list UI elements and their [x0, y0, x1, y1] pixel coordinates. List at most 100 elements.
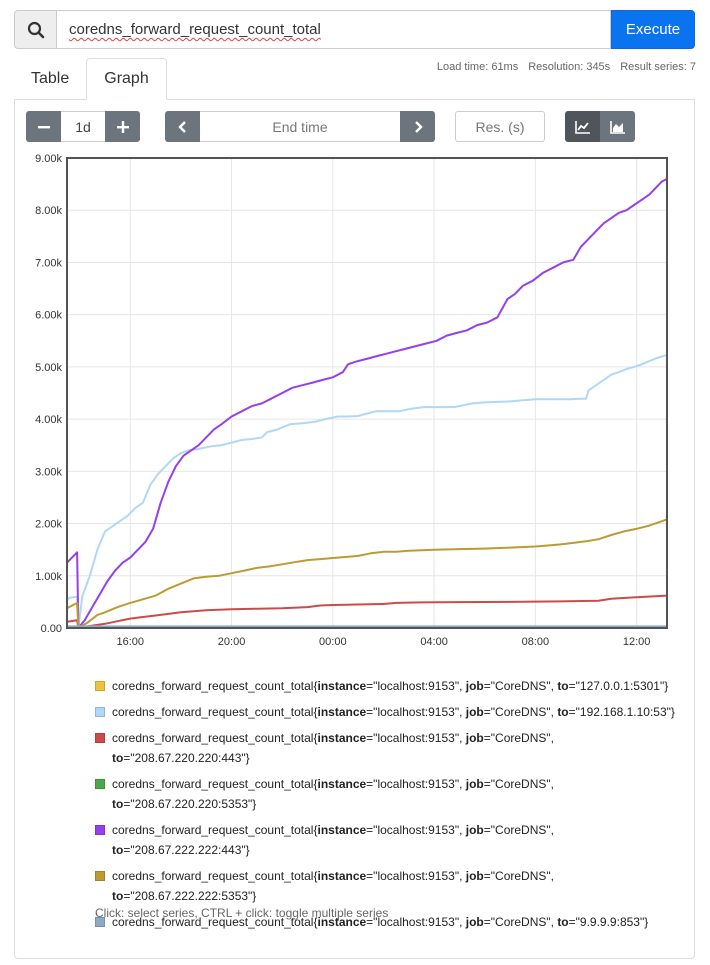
- label-key: instance: [317, 777, 367, 791]
- area-chart-icon: [609, 120, 625, 134]
- graph-chart[interactable]: 0.00 1.00k 2.00k 3.00k 4.00k 5.00k 6.00k 7.00k 8…: [0, 150, 710, 655]
- x-tick-label: 12:00: [623, 636, 651, 648]
- legend-label: coredns_forward_request_count_total{inst…: [112, 676, 685, 696]
- label-key: to: [557, 705, 569, 719]
- chart-type-toggle: [565, 111, 635, 142]
- legend-color-swatch: [95, 825, 105, 835]
- label-key: instance: [317, 869, 367, 883]
- tab-graph[interactable]: Graph: [86, 58, 167, 100]
- y-tick-label: 0.00: [41, 623, 62, 635]
- label-text: ="9.9.9.9:853"}: [568, 915, 649, 929]
- chevron-left-icon: [177, 120, 186, 133]
- y-tick-label: 9.00k: [35, 153, 62, 165]
- graph-panel: [14, 99, 695, 959]
- y-tick-label: 6.00k: [35, 310, 62, 322]
- label-key: to: [112, 751, 124, 765]
- label-key: instance: [317, 731, 367, 745]
- minus-icon: [37, 125, 50, 128]
- decrease-range-button[interactable]: [26, 111, 61, 142]
- legend-label: coredns_forward_request_count_total{inst…: [112, 912, 685, 932]
- label-key: to: [112, 843, 124, 857]
- legend-item[interactable]: coredns_forward_request_count_total{inst…: [95, 728, 685, 768]
- label-text: ="CoreDNS",: [483, 679, 558, 693]
- next-time-button[interactable]: [400, 111, 435, 142]
- label-text: ="192.168.1.10:53"}: [568, 705, 675, 719]
- expression-input[interactable]: coredns_forward_request_count_total: [56, 10, 611, 49]
- range-input[interactable]: 1d: [61, 111, 105, 142]
- y-tick-label: 4.00k: [35, 414, 62, 426]
- result-series: Result series: 7: [620, 61, 696, 73]
- legend-item[interactable]: coredns_forward_request_count_total{inst…: [95, 676, 685, 696]
- legend-color-swatch: [95, 681, 105, 691]
- label-text: coredns_forward_request_count_total{: [112, 777, 318, 791]
- tab-bar: Table Graph: [14, 58, 167, 100]
- label-text: ="CoreDNS",: [483, 823, 554, 837]
- plus-icon: [116, 120, 129, 133]
- x-tick-label: 20:00: [218, 636, 246, 648]
- load-time: Load time: 61ms: [436, 61, 519, 73]
- legend-color-swatch: [95, 707, 105, 717]
- label-text: coredns_forward_request_count_total{: [112, 869, 318, 883]
- legend-item[interactable]: coredns_forward_request_count_total{inst…: [95, 866, 685, 906]
- resolution-input[interactable]: Res. (s): [455, 111, 545, 142]
- increase-range-button[interactable]: [105, 111, 140, 142]
- label-text: coredns_forward_request_count_total{: [112, 823, 318, 837]
- label-text: ="CoreDNS",: [483, 731, 554, 745]
- stacked-chart-button[interactable]: [600, 111, 635, 142]
- range-control: 1d: [26, 111, 140, 142]
- series-legend: coredns_forward_request_count_total{inst…: [95, 676, 685, 938]
- legend-item[interactable]: coredns_forward_request_count_total{inst…: [95, 702, 685, 722]
- chevron-right-icon: [414, 120, 423, 133]
- execute-button[interactable]: Execute: [611, 10, 695, 49]
- legend-label: coredns_forward_request_count_total{inst…: [112, 820, 685, 860]
- label-text: ="localhost:9153",: [366, 731, 466, 745]
- end-time-input[interactable]: End time: [200, 111, 400, 142]
- label-key: to: [557, 679, 569, 693]
- previous-time-button[interactable]: [165, 111, 200, 142]
- label-key: to: [112, 797, 124, 811]
- resolution: Resolution: 345s: [528, 61, 611, 73]
- label-key: job: [465, 823, 484, 837]
- label-key: job: [465, 915, 484, 929]
- label-text: ="localhost:9153",: [366, 823, 466, 837]
- x-tick-label: 16:00: [117, 636, 145, 648]
- label-key: job: [465, 679, 484, 693]
- legend-item[interactable]: coredns_forward_request_count_total{inst…: [95, 820, 685, 860]
- series-line: [66, 178, 668, 629]
- legend-item[interactable]: coredns_forward_request_count_total{inst…: [95, 912, 685, 932]
- tab-table[interactable]: Table: [31, 70, 70, 87]
- label-key: to: [557, 915, 569, 929]
- label-text: ="208.67.222.222:443"}: [123, 843, 250, 857]
- label-key: job: [465, 869, 484, 883]
- label-key: instance: [317, 705, 367, 719]
- label-text: coredns_forward_request_count_total{: [112, 731, 318, 745]
- label-text: ="localhost:9153",: [366, 705, 466, 719]
- label-key: instance: [317, 915, 367, 929]
- legend-item[interactable]: coredns_forward_request_count_total{inst…: [95, 774, 685, 814]
- y-tick-label: 1.00k: [35, 571, 62, 583]
- label-key: job: [465, 777, 484, 791]
- legend-label: coredns_forward_request_count_total{inst…: [112, 774, 685, 814]
- legend-label: coredns_forward_request_count_total{inst…: [112, 866, 685, 906]
- end-time-control: End time: [165, 111, 435, 142]
- label-text: ="208.67.220.220:5353"}: [123, 797, 257, 811]
- line-chart-button[interactable]: [565, 111, 600, 142]
- y-tick-label: 3.00k: [35, 466, 62, 478]
- y-tick-label: 7.00k: [35, 257, 62, 269]
- label-text: coredns_forward_request_count_total{: [112, 679, 318, 693]
- label-text: coredns_forward_request_count_total{: [112, 705, 318, 719]
- label-text: ="localhost:9153",: [366, 777, 466, 791]
- query-stats: Load time: 61ms Resolution: 345s Result …: [437, 61, 696, 73]
- x-tick-label: 00:00: [319, 636, 347, 648]
- y-tick-label: 5.00k: [35, 362, 62, 374]
- query-bar: coredns_forward_request_count_total Exec…: [14, 10, 695, 49]
- legend-color-swatch: [95, 733, 105, 743]
- series-line: [66, 594, 668, 629]
- resolution-control: Res. (s): [455, 111, 545, 142]
- y-tick-label: 8.00k: [35, 205, 62, 217]
- line-chart-icon: [574, 120, 590, 134]
- label-key: instance: [317, 823, 367, 837]
- label-key: instance: [317, 679, 367, 693]
- plot-area: [67, 158, 667, 628]
- x-tick-label: 08:00: [522, 636, 550, 648]
